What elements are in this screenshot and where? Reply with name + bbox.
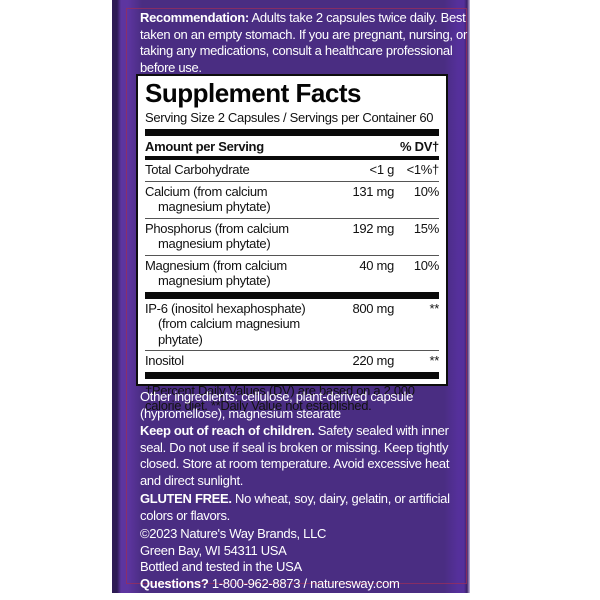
company-info-block: ©2023 Nature's Way Brands, LLC Green Bay… [140,526,470,592]
nutrient-name: Inositol [145,353,184,368]
nutrient-amount: 131 mg [352,183,394,199]
thick-divider-bar [145,156,439,160]
table-row-total-carbohydrate: Total Carbohydrate <1 g <1%† [145,160,439,181]
nutrient-name: Calcium (from calcium magnesium phytate) [145,184,324,215]
table-row-calcium: Calcium (from calcium magnesium phytate)… [145,182,439,218]
serving-size-line: Serving Size 2 Capsules / Servings per C… [145,110,434,125]
address-line: Green Bay, WI 54311 USA [140,542,287,558]
gluten-free-text: No wheat, soy, dairy, gelatin, or artifi… [140,491,450,523]
row-divider [145,254,439,256]
gluten-free-paragraph: GLUTEN FREE. No wheat, soy, dairy, gelat… [140,491,470,524]
questions-line: Questions? 1-800-962-8873 / naturesway.c… [140,576,470,593]
nutrient-name-line1: Calcium (from calcium [145,183,268,199]
table-row-ip6: IP-6 (inositol hexaphosphate) (from calc… [145,299,439,351]
nutrient-dv: 10% [413,257,439,273]
supplement-label: Recommendation: Adults take 2 capsules t… [112,0,470,593]
supplement-facts-panel: Supplement Facts Serving Size 2 Capsules… [136,74,448,413]
table-row-phosphorus: Phosphorus (from calcium magnesium phyta… [145,219,439,255]
nutrient-name-line1: Magnesium (from calcium [145,257,287,273]
nutrient-name-line1: IP-6 (inositol hexaphosphate) [145,300,306,316]
nutrient-name-line1: Phosphorus (from calcium [145,220,289,236]
keep-out-of-reach-paragraph: Keep out of reach of children. Safety se… [140,423,470,489]
row-divider [145,350,439,351]
thick-divider-bar [145,291,439,299]
nutrient-amount: 40 mg [359,257,394,273]
keep-out-lead: Keep out of reach of children. [140,423,315,438]
keep-out-text: Safety sealed with inner seal. Do not us… [140,423,450,488]
bottled-line: Bottled and tested in the USA [140,559,302,574]
table-row-magnesium: Magnesium (from calcium magnesium phytat… [145,256,439,292]
nutrient-name-line2: magnesium phytate) [158,199,271,214]
table-header-row: Amount per Serving % DV† [145,136,439,156]
copyright-line: ©2023 Nature's Way Brands, LLC [140,526,327,541]
thick-divider-bar [145,371,439,379]
recommendation-lead: Recommendation: [140,10,249,25]
recommendation-paragraph: Recommendation: Adults take 2 capsules t… [140,10,470,76]
table-row-inositol: Inositol 220 mg ** [145,351,439,372]
nutrient-name-line2: magnesium phytate) [158,273,271,288]
questions-lead: Questions? [140,575,209,591]
nutrient-name: IP-6 (inositol hexaphosphate) (from calc… [145,301,324,348]
nutrient-name-line2: (from calcium magnesium phytate) [158,316,300,347]
nutrient-dv: ** [429,300,439,316]
amount-per-serving-header: Amount per Serving [145,139,264,154]
nutrient-name: Phosphorus (from calcium magnesium phyta… [145,221,324,252]
supplement-facts-title: Supplement Facts [145,78,361,108]
nutrient-dv: 15% [413,220,439,236]
row-divider [145,180,439,182]
nutrient-name: Magnesium (from calcium magnesium phytat… [145,258,324,289]
nutrient-dv: <1%† [406,162,440,177]
thick-divider-bar [145,129,439,136]
nutrient-amount: 192 mg [352,220,394,236]
nutrient-name-line2: magnesium phytate) [158,236,271,251]
other-ingredients-paragraph: Other ingredients: cellulose, plant-deri… [140,389,414,421]
percent-dv-header: % DV† [400,139,439,154]
nutrient-amount: 220 mg [352,353,394,368]
row-divider [145,217,439,219]
nutrient-name: Total Carbohydrate [145,162,250,177]
nutrient-dv: 10% [413,183,439,199]
dv-footnote: †Percent Daily Values (DV) are based on … [145,382,415,414]
gluten-free-lead: GLUTEN FREE. [140,491,232,506]
questions-text: 1-800-962-8873 / naturesway.com [208,575,400,591]
nutrient-amount: 800 mg [352,300,394,316]
nutrient-dv: ** [429,353,439,368]
nutrient-amount: <1 g [369,162,395,177]
recommendation-text: Adults take 2 capsules twice daily. Best… [140,10,467,75]
